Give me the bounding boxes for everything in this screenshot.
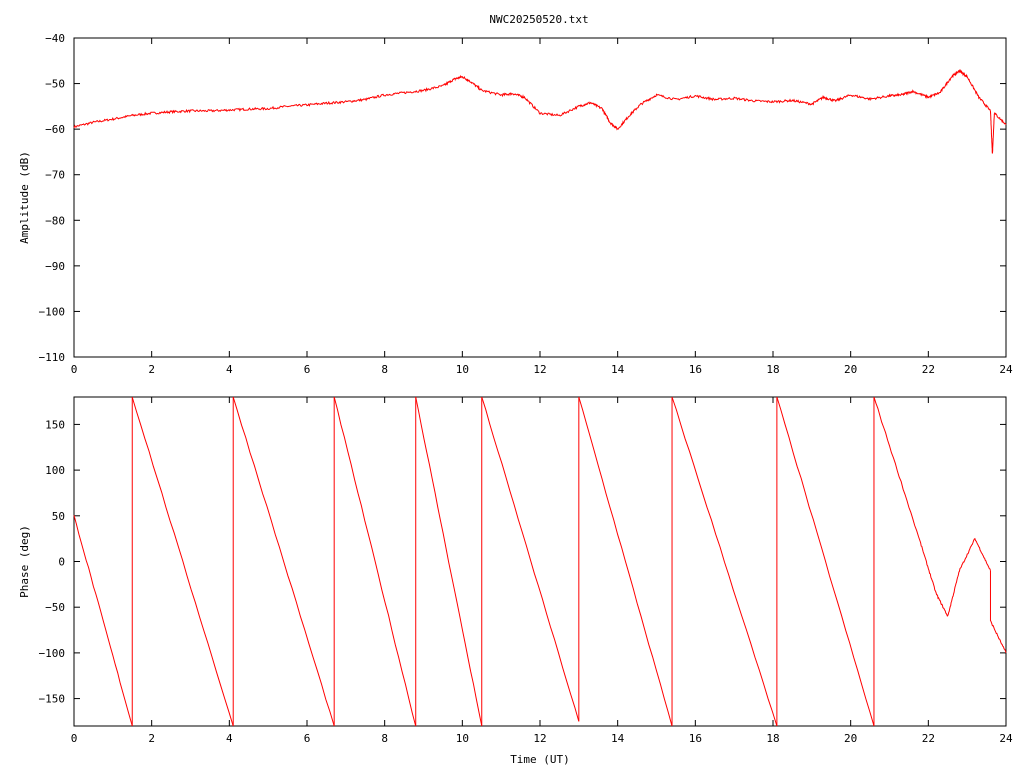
y-tick-label: −100: [39, 647, 66, 660]
x-tick-label: 12: [533, 363, 546, 376]
y-tick-label: −110: [39, 351, 66, 364]
x-tick-label: 4: [226, 363, 233, 376]
x-tick-label: 16: [689, 732, 702, 745]
x-tick-label: 8: [381, 363, 388, 376]
x-tick-label: 8: [381, 732, 388, 745]
phase-series-segment: [232, 396, 335, 727]
x-tick-label: 4: [226, 732, 233, 745]
y-tick-label: 100: [45, 464, 65, 477]
y-axis-label: Amplitude (dB): [18, 151, 31, 244]
x-tick-label: 18: [766, 732, 779, 745]
x-tick-label: 22: [922, 732, 935, 745]
phase-series-segment: [131, 397, 234, 727]
phase-series-segment: [776, 396, 875, 727]
x-tick-label: 14: [611, 732, 625, 745]
phase-series-segment: [578, 396, 673, 727]
phase-series-segment: [990, 620, 1007, 654]
phase-series-segment: [481, 397, 580, 722]
x-tick-label: 20: [844, 732, 857, 745]
x-tick-label: 24: [999, 363, 1013, 376]
x-tick-label: 14: [611, 363, 625, 376]
phase-series-segment: [73, 515, 133, 727]
plot-frame-1: [73, 396, 1007, 727]
phase-series-segment: [415, 396, 483, 727]
plot-frame-0: [73, 37, 1007, 358]
x-tick-label: 20: [844, 363, 857, 376]
y-tick-label: −80: [45, 214, 65, 227]
y-tick-label: −50: [45, 601, 65, 614]
x-tick-label: 0: [71, 732, 78, 745]
y-tick-label: −40: [45, 32, 65, 45]
y-tick-label: −50: [45, 78, 65, 91]
y-axis-label: Phase (deg): [18, 525, 31, 598]
phase-series-segment: [671, 396, 778, 727]
x-tick-label: 2: [148, 363, 155, 376]
x-tick-label: 24: [999, 732, 1013, 745]
y-tick-label: 50: [52, 510, 65, 523]
phase-panel: 0 2 4 6 8 10 12 14 16 18 20 22 24−150−100−5005010015…: [18, 396, 1013, 766]
y-tick-label: 150: [45, 418, 65, 431]
x-tick-label: 10: [456, 732, 469, 745]
x-tick-label: 6: [304, 363, 311, 376]
phase-series-segment: [873, 396, 991, 617]
y-tick-label: −150: [39, 693, 66, 706]
y-tick-label: −60: [45, 123, 65, 136]
x-tick-label: 2: [148, 732, 155, 745]
y-tick-label: 0: [58, 556, 65, 569]
x-tick-label: 0: [71, 363, 78, 376]
y-tick-label: −70: [45, 169, 65, 182]
x-tick-label: 16: [689, 363, 702, 376]
amplitude-series-line: [73, 68, 1007, 154]
chart-title: NWC20250520.txt: [489, 13, 588, 26]
y-tick-label: −90: [45, 260, 65, 273]
x-tick-label: 6: [304, 732, 311, 745]
x-tick-label: 10: [456, 363, 469, 376]
x-tick-label: 12: [533, 732, 546, 745]
x-tick-label: 18: [766, 363, 779, 376]
y-tick-label: −100: [39, 305, 66, 318]
amplitude-panel: 0 2 4 6 8 10 12 14 16 18 20 22 24−110−100−90−80−70−6…: [18, 32, 1013, 376]
phase-series-segment: [333, 396, 417, 727]
x-axis-label: Time (UT): [510, 753, 570, 766]
x-tick-label: 22: [922, 363, 935, 376]
